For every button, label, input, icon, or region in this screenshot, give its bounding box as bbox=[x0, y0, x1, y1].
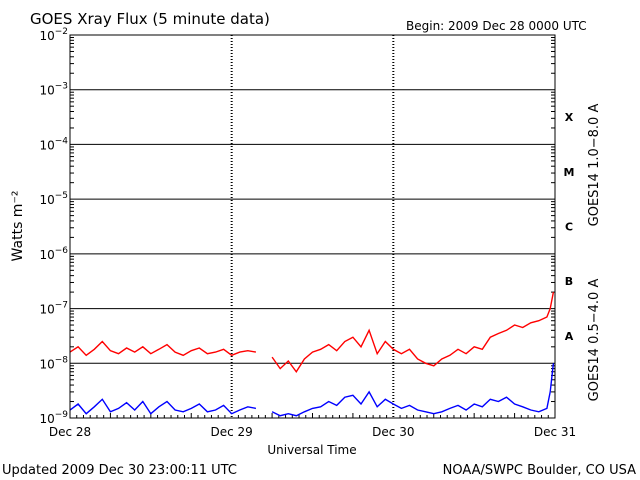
updated-timestamp: Updated 2009 Dec 30 23:00:11 UTC bbox=[2, 463, 237, 478]
series-line bbox=[69, 340, 257, 357]
plot-frame bbox=[69, 34, 556, 419]
series-2 bbox=[69, 363, 555, 417]
y-tick-label: 10−9 bbox=[39, 410, 68, 426]
begin-label: Begin: 2009 Dec 28 0000 UTC bbox=[406, 19, 587, 33]
flare-class-label: A bbox=[565, 330, 574, 343]
x-axis-label: Universal Time bbox=[267, 443, 356, 457]
series-line bbox=[271, 363, 555, 417]
legend-series-short-wave: GOES14 0.5−4.0 A bbox=[587, 279, 602, 402]
flare-class-label: X bbox=[565, 111, 574, 124]
y-tick-label: 10−4 bbox=[39, 136, 68, 152]
x-tick-labels: Dec 28 Dec 29 Dec 30 Dec 31 bbox=[49, 425, 576, 439]
series-1 bbox=[69, 291, 555, 374]
y-tick-label: 10−6 bbox=[39, 246, 68, 262]
series-line bbox=[271, 291, 555, 374]
series-line bbox=[69, 398, 257, 415]
chart-title: GOES Xray Flux (5 minute data) bbox=[30, 10, 270, 28]
source-credit: NOAA/SWPC Boulder, CO USA bbox=[443, 463, 636, 478]
y-tick-label: 10−2 bbox=[39, 27, 68, 43]
series-layer bbox=[69, 291, 555, 417]
flare-class-labels: A B C M X bbox=[564, 111, 575, 343]
y-tick-label: 10−5 bbox=[39, 191, 68, 207]
legend-series-long-wave: GOES14 1.0−8.0 A bbox=[587, 104, 602, 227]
flare-class-label: B bbox=[565, 275, 573, 288]
y-tick-label: 10−8 bbox=[39, 355, 68, 371]
x-tick-label: Dec 28 bbox=[49, 425, 91, 439]
x-tick-label: Dec 31 bbox=[534, 425, 576, 439]
y-axis-label: Watts m⁻² bbox=[10, 191, 26, 262]
flare-class-label: C bbox=[565, 221, 573, 234]
x-tick-label: Dec 30 bbox=[372, 425, 414, 439]
y-tick-label: 10−7 bbox=[39, 301, 68, 317]
flare-class-label: M bbox=[564, 166, 575, 179]
chart-grid bbox=[70, 34, 555, 419]
y-tick-labels: 10−9 10−8 10−7 10−6 10−5 10−4 10−3 10−2 bbox=[39, 27, 68, 426]
x-tick-label: Dec 29 bbox=[211, 425, 253, 439]
y-tick-label: 10−3 bbox=[39, 82, 68, 98]
